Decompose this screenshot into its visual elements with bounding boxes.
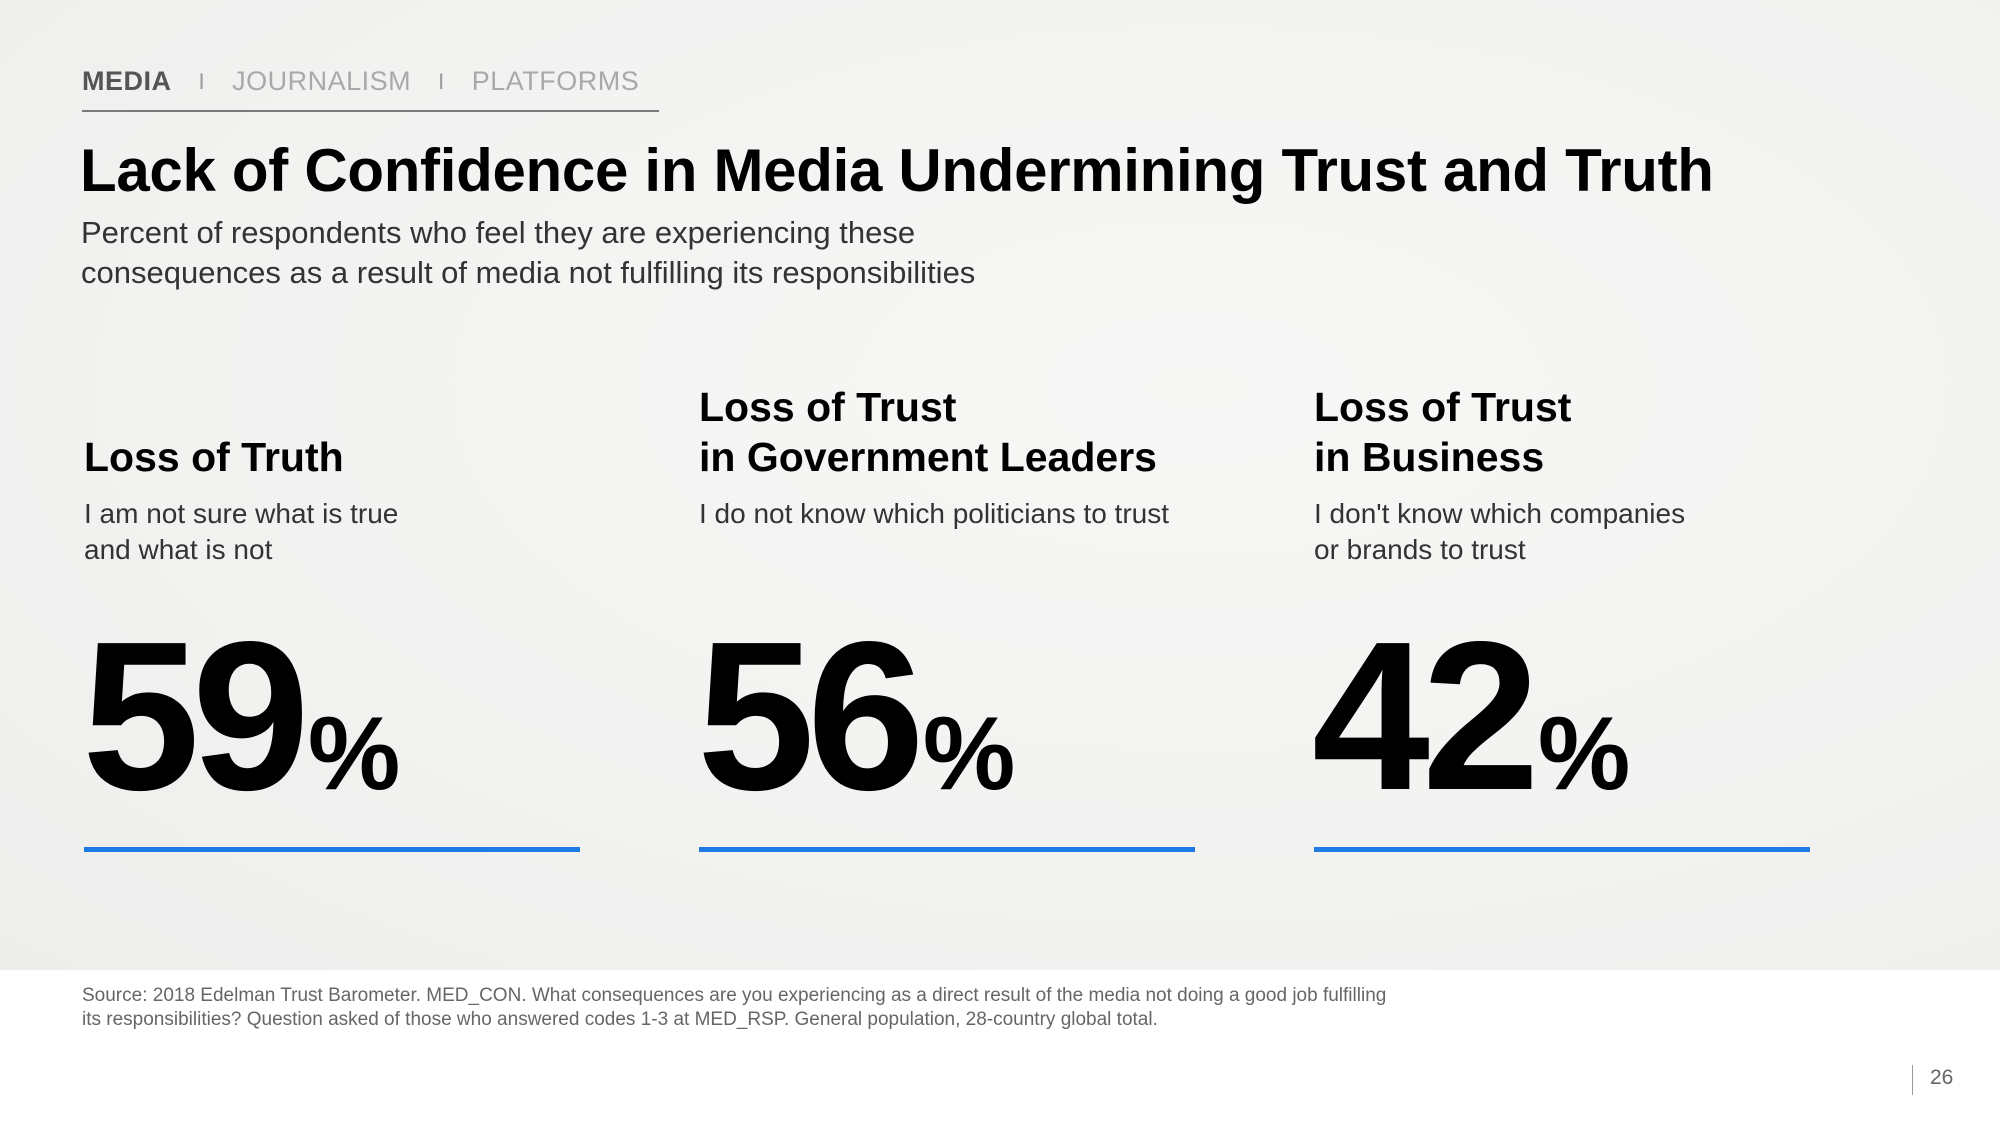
stat-unit: % — [307, 696, 401, 812]
stat-unit: % — [1537, 696, 1631, 812]
card-heading: Loss of Trust in Government Leaders — [699, 384, 1157, 480]
card-heading: Loss of Trust in Business — [1314, 384, 1572, 480]
stat-value: 56% — [697, 610, 1015, 822]
slide-background: MEDIA I JOURNALISM I PLATFORMS Lack of C… — [0, 0, 2000, 970]
section-nav: MEDIA I JOURNALISM I PLATFORMS — [82, 66, 639, 97]
stat-card-loss-of-truth: Loss of Truth I am not sure what is true… — [82, 380, 582, 860]
accent-bar — [84, 847, 580, 852]
stat-value: 59% — [82, 610, 400, 822]
nav-separator: I — [438, 68, 445, 94]
stat-unit: % — [922, 696, 1016, 812]
stat-number: 42 — [1312, 597, 1540, 834]
page-number: 26 — [1930, 1066, 1954, 1089]
stat-card-loss-of-trust-government: Loss of Trust in Government Leaders I do… — [697, 380, 1197, 860]
subtitle-line: Percent of respondents who feel they are… — [81, 215, 916, 250]
subtitle-line: consequences as a result of media not fu… — [81, 255, 976, 290]
page-number-divider — [1912, 1065, 1913, 1095]
stat-card-loss-of-trust-business: Loss of Trust in Business I don't know w… — [1312, 380, 1812, 860]
stat-value: 42% — [1312, 610, 1630, 822]
slide-subtitle: Percent of respondents who feel they are… — [81, 213, 1181, 293]
accent-bar — [1314, 847, 1810, 852]
source-footnote: Source: 2018 Edelman Trust Barometer. ME… — [82, 985, 1387, 1030]
accent-bar — [699, 847, 1195, 852]
nav-item-media[interactable]: MEDIA — [82, 66, 172, 96]
stat-number: 56 — [697, 597, 925, 834]
card-description: I am not sure what is true and what is n… — [84, 498, 399, 565]
nav-item-journalism[interactable]: JOURNALISM — [232, 66, 412, 96]
nav-separator: I — [198, 68, 206, 94]
stat-number: 59 — [82, 597, 310, 834]
card-description: I do not know which politicians to trust — [699, 498, 1170, 529]
nav-underline — [82, 110, 659, 112]
card-description: I don't know which companies or brands t… — [1314, 498, 1686, 565]
card-heading: Loss of Truth — [84, 434, 344, 480]
nav-item-platforms[interactable]: PLATFORMS — [471, 66, 640, 96]
slide-title: Lack of Confidence in Media Undermining … — [80, 137, 1714, 204]
